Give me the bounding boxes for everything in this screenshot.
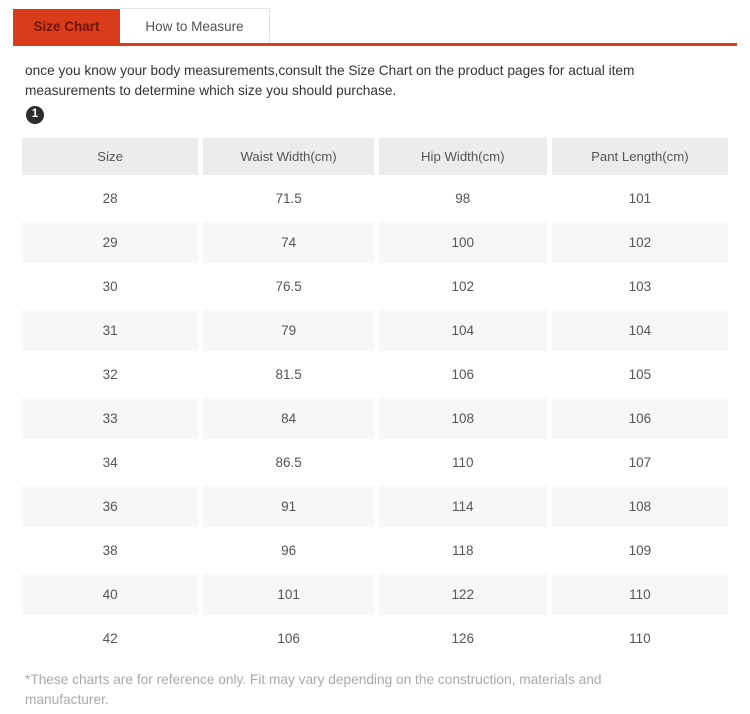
table-cell: 102	[551, 221, 728, 263]
step-1-badge: 1	[26, 105, 44, 124]
table-cell: 106	[203, 617, 374, 659]
table-row: 36 91 114 108	[22, 485, 728, 527]
table-row: 32 81.5 106 105	[22, 353, 728, 395]
tab-size-chart[interactable]: Size Chart	[13, 9, 120, 43]
table-row: 33 84 108 106	[22, 397, 728, 439]
table-cell: 81.5	[203, 353, 374, 395]
table-cell: 28	[22, 177, 199, 219]
table-cell: 126	[378, 617, 547, 659]
table-row: 38 96 118 109	[22, 529, 728, 571]
column-header-size: Size	[22, 137, 199, 175]
column-header-hip-width: Hip Width(cm)	[378, 137, 547, 175]
table-cell: 96	[203, 529, 374, 571]
table-cell: 36	[22, 485, 199, 527]
size-table-body: 28 71.5 98 101 29 74 100 102 30 76.5 102 103 31 79 104…	[22, 177, 728, 659]
table-cell: 38	[22, 529, 199, 571]
table-cell: 31	[22, 309, 199, 351]
table-cell: 122	[378, 573, 547, 615]
table-cell: 91	[203, 485, 374, 527]
table-cell: 71.5	[203, 177, 374, 219]
table-cell: 107	[551, 441, 728, 483]
table-row: 29 74 100 102	[22, 221, 728, 263]
table-cell: 42	[22, 617, 199, 659]
description-text: once you know your body measurements,con…	[25, 63, 635, 98]
table-cell: 86.5	[203, 441, 374, 483]
size-chart-page: Size Chart How to Measure once you know …	[0, 8, 750, 714]
table-cell: 84	[203, 397, 374, 439]
table-cell: 40	[22, 573, 199, 615]
table-header-row: Size Waist Width(cm) Hip Width(cm) Pant …	[22, 137, 728, 175]
step-1-badge-number: 1	[31, 107, 39, 120]
table-cell: 108	[551, 485, 728, 527]
table-cell: 104	[551, 309, 728, 351]
table-cell: 104	[378, 309, 547, 351]
table-cell: 79	[203, 309, 374, 351]
table-cell: 33	[22, 397, 199, 439]
table-row: 42 106 126 110	[22, 617, 728, 659]
table-row: 31 79 104 104	[22, 309, 728, 351]
table-cell: 105	[551, 353, 728, 395]
size-table-header: Size Waist Width(cm) Hip Width(cm) Pant …	[22, 137, 728, 175]
tab-bar: Size Chart How to Measure	[13, 8, 737, 46]
table-cell: 118	[378, 529, 547, 571]
table-cell: 101	[551, 177, 728, 219]
footnote-text: *These charts are for reference only. Fi…	[25, 671, 602, 708]
table-cell: 29	[22, 221, 199, 263]
table-cell: 98	[378, 177, 547, 219]
size-table: Size Waist Width(cm) Hip Width(cm) Pant …	[17, 135, 733, 662]
column-header-pant-length: Pant Length(cm)	[551, 137, 728, 175]
table-cell: 100	[378, 221, 547, 263]
table-cell: 102	[378, 265, 547, 307]
table-cell: 106	[551, 397, 728, 439]
table-cell: 106	[378, 353, 547, 395]
table-cell: 76.5	[203, 265, 374, 307]
tab-how-to-measure[interactable]: How to Measure	[120, 8, 270, 43]
table-row: 30 76.5 102 103	[22, 265, 728, 307]
table-row: 34 86.5 110 107	[22, 441, 728, 483]
table-row: 40 101 122 110	[22, 573, 728, 615]
table-cell: 110	[378, 441, 547, 483]
table-cell: 103	[551, 265, 728, 307]
table-cell: 109	[551, 529, 728, 571]
table-cell: 110	[551, 573, 728, 615]
table-cell: 110	[551, 617, 728, 659]
column-header-waist-width: Waist Width(cm)	[203, 137, 374, 175]
table-row: 28 71.5 98 101	[22, 177, 728, 219]
table-cell: 32	[22, 353, 199, 395]
table-cell: 30	[22, 265, 199, 307]
table-cell: 34	[22, 441, 199, 483]
table-cell: 108	[378, 397, 547, 439]
table-cell: 74	[203, 221, 374, 263]
table-cell: 114	[378, 485, 547, 527]
table-cell: 101	[203, 573, 374, 615]
